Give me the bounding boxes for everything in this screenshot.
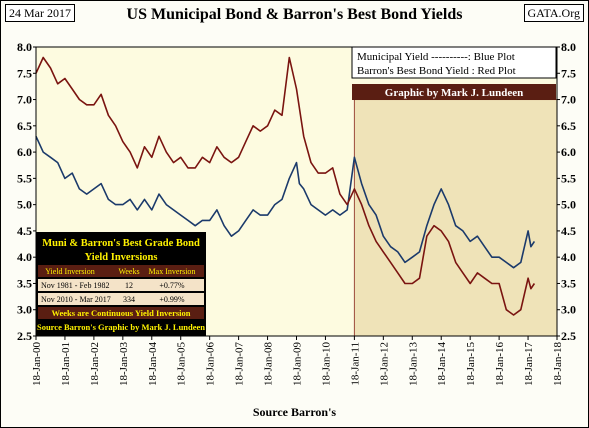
date-label: 24 Mar 2017 (5, 4, 75, 22)
y-tick-label-right: 5.5 (561, 171, 576, 185)
y-tick-label-left: 3.0 (17, 303, 32, 317)
y-tick-label-right: 7.5 (561, 66, 576, 80)
table-footer-1: Weeks are Continuous Yield Inversion (51, 308, 190, 318)
y-tick-label-left: 7.5 (17, 66, 32, 80)
table-header-inversion: Yield Inversion (45, 267, 95, 276)
legend-line-municipal: Municipal Yield ----------: Blue Plot (357, 51, 515, 63)
legend-box (351, 46, 557, 79)
x-tick-label: 18-Jan-17 (523, 342, 535, 386)
table-cell: 334 (123, 295, 135, 304)
x-tick-label: 18-Jan-10 (320, 342, 332, 386)
y-tick-label-right: 2.5 (561, 329, 576, 343)
y-tick-label-left: 3.5 (17, 276, 32, 290)
y-tick-label-left: 7.0 (17, 93, 32, 107)
municipal-yield-line (35, 135, 536, 269)
y-tick-label-right: 5.0 (561, 198, 576, 212)
y-tick-label-left: 6.0 (17, 145, 32, 159)
table-header-weeks: Weeks (118, 267, 139, 276)
y-tick-label-right: 4.0 (561, 250, 576, 264)
table-title-1: Muni & Barron's Best Grade Bond (42, 238, 200, 249)
y-tick-label-right: 6.5 (561, 119, 576, 133)
x-tick-label: 18-Jan-08 (263, 342, 275, 386)
x-tick-label: 18-Jan-15 (465, 342, 477, 386)
x-tick-label: 18-Jan-12 (378, 342, 390, 386)
credit-banner (352, 84, 556, 100)
y-tick-label-right: 3.0 (561, 303, 576, 317)
y-tick-label-left: 2.5 (17, 329, 32, 343)
table-header-max: Max Inversion (149, 267, 196, 276)
x-tick-label: 18-Jan-09 (292, 342, 304, 386)
y-tick-label-left: 5.0 (17, 198, 32, 212)
x-tick-label: 18-Jan-00 (31, 342, 43, 386)
y-tick-label-left: 6.5 (17, 119, 32, 133)
x-tick-label: 18-Jan-04 (147, 342, 159, 386)
legend-line-barrons: Barron's Best Bond Yield : Red Plot (357, 65, 516, 77)
y-tick-label-right: 8.0 (561, 40, 576, 54)
site-label: GATA.Org (523, 4, 584, 22)
x-tick-label: 18-Jan-07 (234, 342, 246, 386)
x-tick-label: 18-Jan-18 (552, 342, 564, 386)
y-tick-label-right: 4.5 (561, 224, 576, 238)
x-tick-label: 18-Jan-11 (349, 342, 361, 386)
x-tick-label: 18-Jan-01 (60, 342, 72, 386)
x-tick-label: 18-Jan-02 (89, 342, 101, 386)
y-tick-label-left: 4.5 (17, 224, 32, 238)
x-tick-label: 18-Jan-05 (176, 342, 188, 386)
y-tick-label-right: 3.5 (561, 276, 576, 290)
barrons-yield-line (35, 56, 536, 316)
y-tick-label-left: 4.0 (17, 250, 32, 264)
y-tick-label-left: 8.0 (17, 40, 32, 54)
credit-text: Graphic by Mark J. Lundeen (385, 87, 523, 99)
table-row (38, 293, 204, 305)
table-cell: +0.77% (159, 281, 185, 290)
x-axis-label: Source Barron's (252, 405, 337, 419)
inversion-highlight-region (353, 99, 558, 337)
x-tick-label: 18-Jan-13 (407, 342, 419, 386)
chart-title: US Municipal Bond & Barron's Best Bond Y… (126, 6, 463, 23)
table-cell: Nov 1981 - Feb 1982 (41, 281, 109, 290)
table-cell: 12 (125, 281, 133, 290)
inversion-table: Muni & Barron's Best Grade Bond Yield In… (36, 232, 206, 336)
table-cell: +0.99% (159, 295, 185, 304)
x-tick-label: 18-Jan-03 (118, 342, 130, 386)
x-tick-label: 18-Jan-14 (436, 342, 448, 386)
x-tick-label: 18-Jan-06 (205, 342, 217, 386)
table-title-2: Yield Inversions (85, 252, 158, 263)
table-cell: Nov 2010 - Mar 2017 (41, 295, 111, 304)
y-tick-label-right: 6.0 (561, 145, 576, 159)
table-footer-2: Source Barron's Graphic by Mark J. Lunde… (37, 322, 205, 332)
table-row (38, 279, 204, 291)
x-tick-label: 18-Jan-16 (494, 342, 506, 386)
y-tick-label-right: 7.0 (561, 93, 576, 107)
y-tick-label-left: 5.5 (17, 171, 32, 185)
